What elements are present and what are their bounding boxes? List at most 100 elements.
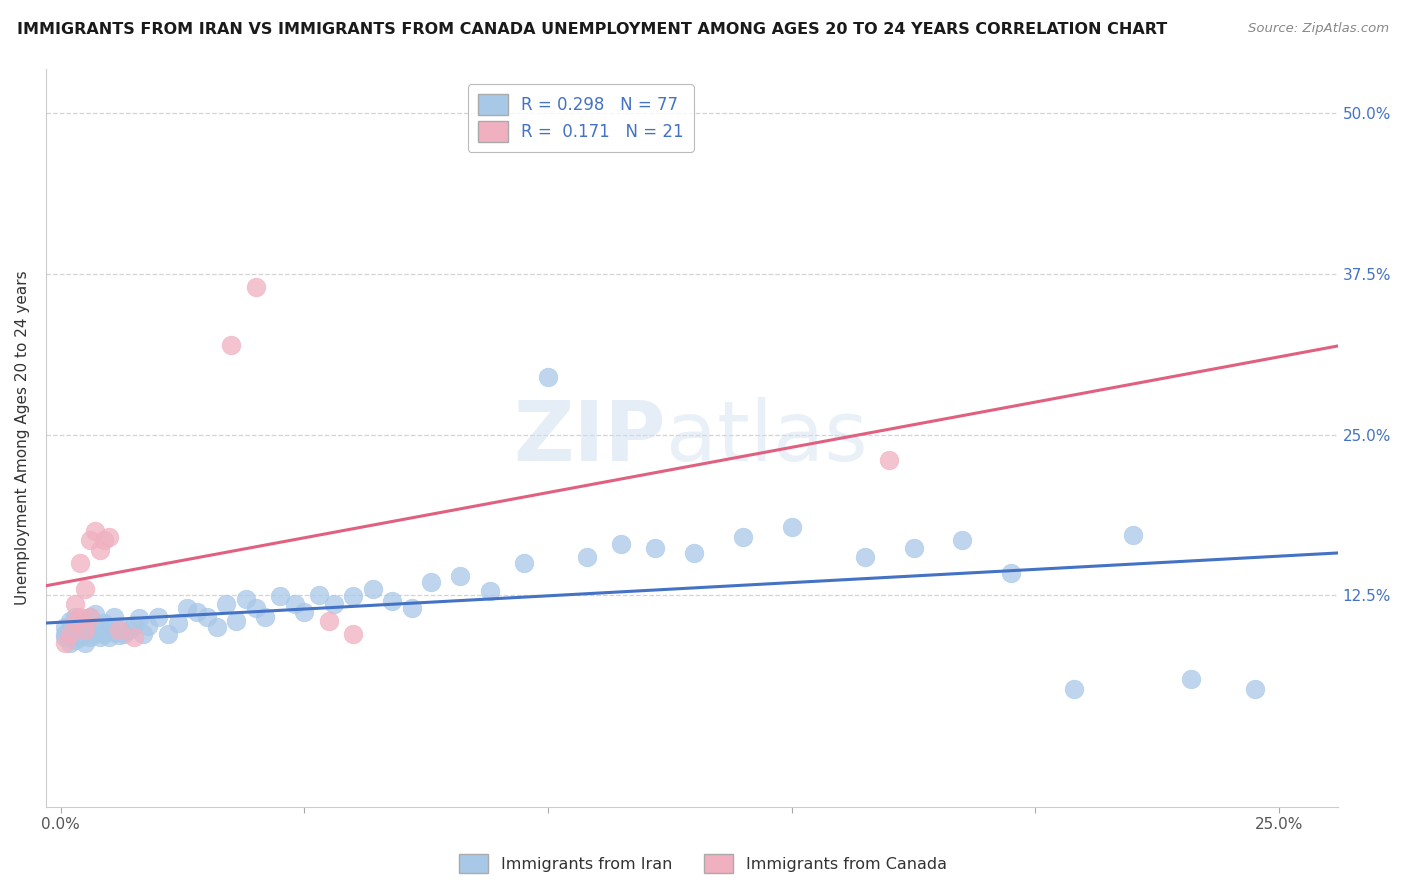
Immigrants from Canada bbox=[93, 533, 115, 547]
Immigrants from Iran bbox=[79, 631, 101, 645]
Immigrants from Iran bbox=[69, 620, 91, 634]
Immigrants from Iran bbox=[381, 594, 404, 608]
Immigrants from Iran bbox=[98, 631, 121, 645]
Immigrants from Iran bbox=[205, 620, 228, 634]
Immigrants from Iran bbox=[1122, 527, 1144, 541]
Immigrants from Iran bbox=[254, 610, 277, 624]
Immigrants from Canada bbox=[98, 530, 121, 544]
Immigrants from Iran bbox=[103, 610, 125, 624]
Immigrants from Iran bbox=[63, 633, 86, 648]
Immigrants from Canada bbox=[63, 597, 86, 611]
Immigrants from Iran bbox=[537, 369, 560, 384]
Immigrants from Iran bbox=[610, 537, 633, 551]
Immigrants from Iran bbox=[108, 620, 131, 634]
Immigrants from Iran bbox=[98, 620, 121, 634]
Immigrants from Iran bbox=[361, 582, 384, 596]
Immigrants from Iran bbox=[449, 569, 471, 583]
Immigrants from Iran bbox=[166, 616, 188, 631]
Immigrants from Iran bbox=[156, 626, 179, 640]
Immigrants from Canada bbox=[318, 614, 340, 628]
Immigrants from Iran bbox=[146, 610, 169, 624]
Immigrants from Iran bbox=[342, 590, 364, 604]
Immigrants from Iran bbox=[103, 625, 125, 640]
Immigrants from Iran bbox=[108, 628, 131, 642]
Immigrants from Iran bbox=[215, 597, 238, 611]
Immigrants from Iran bbox=[73, 624, 96, 638]
Immigrants from Iran bbox=[83, 607, 105, 622]
Immigrants from Canada bbox=[55, 635, 77, 649]
Immigrants from Iran bbox=[122, 617, 145, 632]
Immigrants from Canada bbox=[122, 631, 145, 645]
Immigrants from Iran bbox=[292, 605, 315, 619]
Immigrants from Iran bbox=[59, 614, 82, 628]
Immigrants from Iran bbox=[512, 556, 534, 570]
Immigrants from Iran bbox=[1180, 672, 1202, 686]
Immigrants from Canada bbox=[877, 453, 900, 467]
Immigrants from Iran bbox=[322, 597, 344, 611]
Immigrants from Canada bbox=[219, 337, 242, 351]
Legend: R = 0.298   N = 77, R =  0.171   N = 21: R = 0.298 N = 77, R = 0.171 N = 21 bbox=[468, 84, 693, 152]
Immigrants from Iran bbox=[69, 631, 91, 645]
Immigrants from Iran bbox=[950, 533, 973, 547]
Immigrants from Iran bbox=[63, 625, 86, 640]
Text: ZIP: ZIP bbox=[513, 397, 666, 478]
Immigrants from Iran bbox=[83, 626, 105, 640]
Immigrants from Canada bbox=[342, 626, 364, 640]
Immigrants from Iran bbox=[1243, 681, 1265, 696]
Immigrants from Iran bbox=[903, 541, 925, 555]
Immigrants from Iran bbox=[195, 610, 218, 624]
Immigrants from Iran bbox=[853, 549, 876, 564]
Immigrants from Iran bbox=[55, 620, 77, 634]
Immigrants from Iran bbox=[55, 631, 77, 645]
Immigrants from Iran bbox=[245, 601, 267, 615]
Immigrants from Canada bbox=[89, 543, 111, 558]
Immigrants from Canada bbox=[108, 623, 131, 637]
Immigrants from Canada bbox=[73, 623, 96, 637]
Immigrants from Iran bbox=[59, 635, 82, 649]
Immigrants from Iran bbox=[63, 617, 86, 632]
Immigrants from Iran bbox=[225, 614, 247, 628]
Immigrants from Iran bbox=[478, 584, 501, 599]
Immigrants from Iran bbox=[284, 597, 307, 611]
Immigrants from Iran bbox=[186, 605, 208, 619]
Immigrants from Iran bbox=[59, 623, 82, 637]
Immigrants from Iran bbox=[63, 610, 86, 624]
Immigrants from Canada bbox=[69, 610, 91, 624]
Legend: Immigrants from Iran, Immigrants from Canada: Immigrants from Iran, Immigrants from Ca… bbox=[453, 847, 953, 880]
Immigrants from Iran bbox=[73, 635, 96, 649]
Immigrants from Iran bbox=[269, 590, 291, 604]
Immigrants from Iran bbox=[89, 623, 111, 637]
Immigrants from Iran bbox=[731, 530, 754, 544]
Immigrants from Iran bbox=[644, 541, 666, 555]
Immigrants from Canada bbox=[79, 610, 101, 624]
Immigrants from Iran bbox=[420, 575, 443, 590]
Text: atlas: atlas bbox=[666, 397, 868, 478]
Immigrants from Iran bbox=[780, 520, 803, 534]
Immigrants from Iran bbox=[79, 610, 101, 624]
Immigrants from Iran bbox=[55, 626, 77, 640]
Text: Source: ZipAtlas.com: Source: ZipAtlas.com bbox=[1249, 22, 1389, 36]
Immigrants from Iran bbox=[69, 626, 91, 640]
Immigrants from Iran bbox=[128, 611, 150, 625]
Immigrants from Iran bbox=[1063, 681, 1085, 696]
Immigrants from Iran bbox=[59, 629, 82, 643]
Text: IMMIGRANTS FROM IRAN VS IMMIGRANTS FROM CANADA UNEMPLOYMENT AMONG AGES 20 TO 24 : IMMIGRANTS FROM IRAN VS IMMIGRANTS FROM … bbox=[17, 22, 1167, 37]
Immigrants from Iran bbox=[93, 626, 115, 640]
Immigrants from Canada bbox=[79, 533, 101, 547]
Immigrants from Canada bbox=[73, 582, 96, 596]
Immigrants from Iran bbox=[112, 626, 135, 640]
Immigrants from Iran bbox=[93, 616, 115, 631]
Immigrants from Iran bbox=[401, 601, 423, 615]
Immigrants from Canada bbox=[245, 280, 267, 294]
Immigrants from Iran bbox=[1000, 566, 1022, 581]
Immigrants from Iran bbox=[576, 549, 599, 564]
Immigrants from Iran bbox=[683, 546, 706, 560]
Y-axis label: Unemployment Among Ages 20 to 24 years: Unemployment Among Ages 20 to 24 years bbox=[15, 270, 30, 605]
Immigrants from Iran bbox=[73, 616, 96, 631]
Immigrants from Iran bbox=[89, 631, 111, 645]
Immigrants from Iran bbox=[136, 619, 159, 633]
Immigrants from Iran bbox=[308, 588, 330, 602]
Immigrants from Canada bbox=[69, 556, 91, 570]
Immigrants from Iran bbox=[235, 591, 257, 606]
Immigrants from Canada bbox=[59, 626, 82, 640]
